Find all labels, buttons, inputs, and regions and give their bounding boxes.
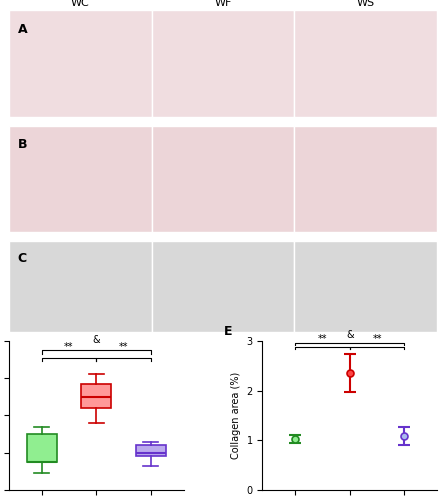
Text: WF: WF bbox=[215, 0, 231, 8]
Y-axis label: Collagen area (%): Collagen area (%) bbox=[231, 372, 241, 459]
Text: &: & bbox=[92, 334, 100, 344]
Bar bbox=[9, 126, 152, 232]
Text: &: & bbox=[346, 330, 354, 340]
Text: WS: WS bbox=[357, 0, 375, 8]
Bar bbox=[294, 126, 437, 232]
Bar bbox=[294, 10, 437, 117]
Text: WC: WC bbox=[71, 0, 90, 8]
Bar bbox=[152, 10, 294, 117]
Bar bbox=[152, 126, 294, 232]
PathPatch shape bbox=[136, 445, 166, 456]
Bar bbox=[152, 241, 294, 332]
Text: **: ** bbox=[318, 334, 327, 344]
Text: **: ** bbox=[119, 342, 128, 352]
Text: **: ** bbox=[64, 342, 74, 352]
Text: B: B bbox=[17, 138, 27, 151]
Text: A: A bbox=[17, 23, 27, 36]
Text: E: E bbox=[224, 325, 232, 338]
PathPatch shape bbox=[81, 384, 112, 408]
Bar bbox=[9, 241, 152, 332]
Bar bbox=[9, 10, 152, 117]
Text: **: ** bbox=[372, 334, 382, 344]
PathPatch shape bbox=[27, 434, 57, 462]
Bar bbox=[294, 241, 437, 332]
Text: C: C bbox=[17, 252, 27, 265]
